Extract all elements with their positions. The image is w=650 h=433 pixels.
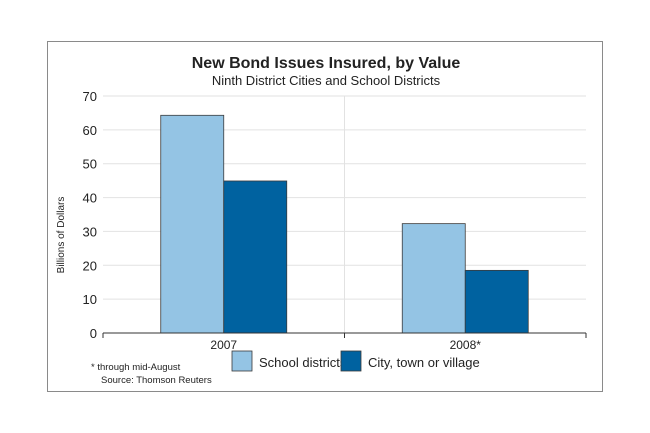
footnote: * through mid-August [91, 362, 181, 373]
y-tick-label: 40 [83, 191, 97, 206]
x-tick-label: 2008* [450, 338, 482, 352]
y-tick-label: 60 [83, 123, 97, 138]
bar-school-districts-0 [160, 114, 225, 334]
y-tick-label: 30 [83, 224, 97, 239]
chart-frame: New Bond Issues Insured, by Value Ninth … [47, 41, 603, 392]
legend-swatch [231, 350, 253, 372]
bar-city-town-village-0 [223, 180, 288, 334]
y-tick-label: 20 [83, 258, 97, 273]
y-tick-label: 0 [90, 326, 97, 341]
source-note: Source: Thomson Reuters [101, 375, 212, 386]
chart-subtitle: Ninth District Cities and School Distric… [212, 73, 441, 88]
bar-city-town-village-1 [464, 269, 529, 334]
bar-school-districts-1 [401, 223, 466, 334]
x-tick-label: 2007 [210, 338, 237, 352]
y-tick-label: 50 [83, 157, 97, 172]
legend-label: School districts [259, 355, 347, 370]
legend: School districts City, town or village [231, 350, 480, 372]
y-tick-label: 10 [83, 292, 97, 307]
y-tick-label: 70 [83, 89, 97, 104]
legend-label: City, town or village [368, 355, 480, 370]
legend-swatch [340, 350, 362, 372]
y-axis-label: Billions of Dollars [56, 197, 67, 274]
bar-chart: New Bond Issues Insured, by Value Ninth … [56, 55, 587, 386]
chart-title: New Bond Issues Insured, by Value [192, 55, 461, 72]
